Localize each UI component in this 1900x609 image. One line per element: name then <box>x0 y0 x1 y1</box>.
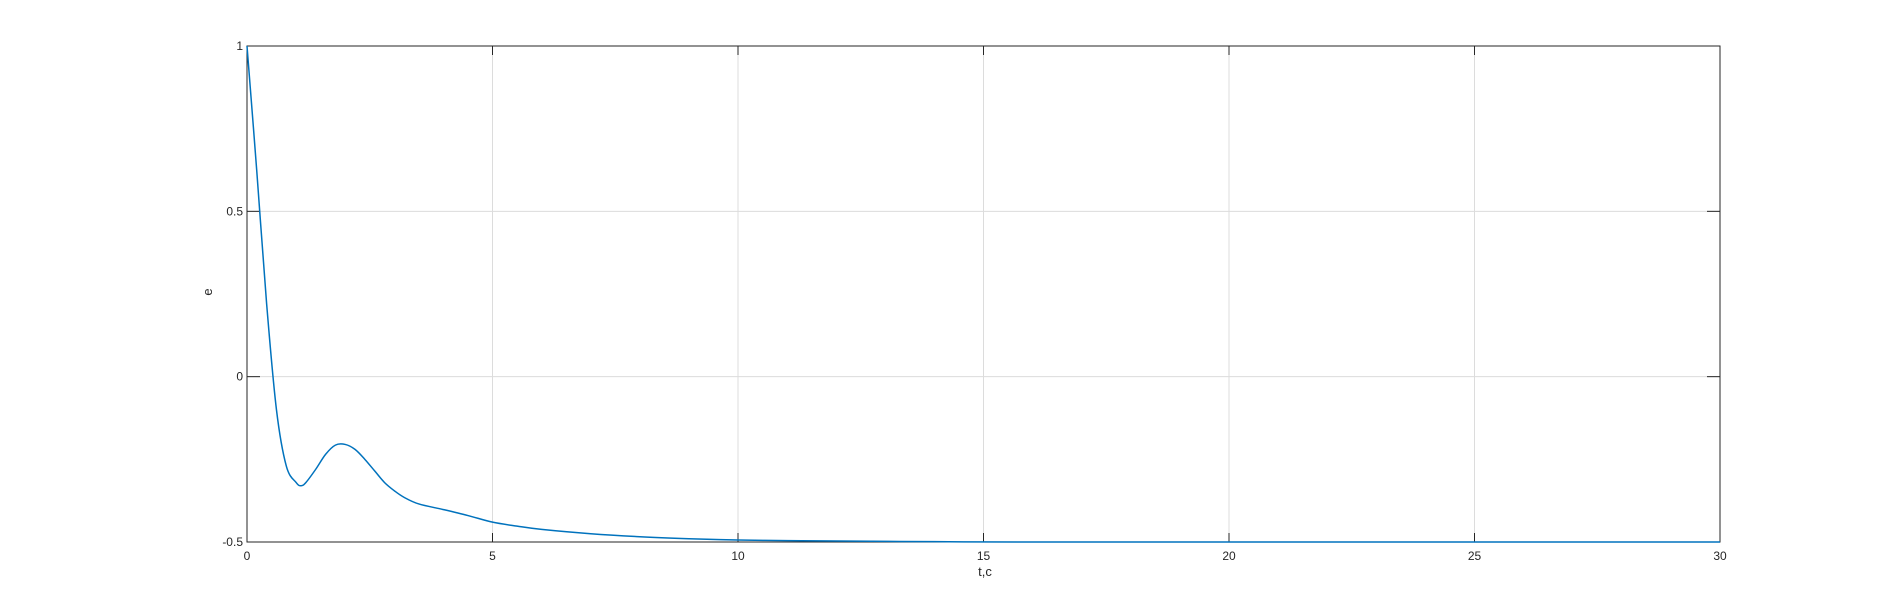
y-axis-label: e <box>200 288 215 295</box>
x-axis-label: t,c <box>978 564 992 579</box>
x-tick-label: 30 <box>1713 549 1727 563</box>
y-tick-label: 0 <box>236 370 243 384</box>
y-tick-label: 1 <box>236 39 243 53</box>
x-tick-label: 5 <box>489 549 496 563</box>
grid <box>247 46 1720 542</box>
x-tick-label: 0 <box>244 549 251 563</box>
series-layer <box>246 45 1720 543</box>
x-tick-label: 15 <box>977 549 991 563</box>
x-tick-label: 25 <box>1468 549 1482 563</box>
x-tick-label: 10 <box>731 549 745 563</box>
tick-labels: 0 5 10 15 20 25 30-0.500.51 <box>222 39 1727 563</box>
x-tick-label: 20 <box>1222 549 1236 563</box>
y-tick-label: -0.5 <box>222 535 243 549</box>
y-tick-label: 0.5 <box>226 204 243 218</box>
series-line <box>246 45 1720 543</box>
